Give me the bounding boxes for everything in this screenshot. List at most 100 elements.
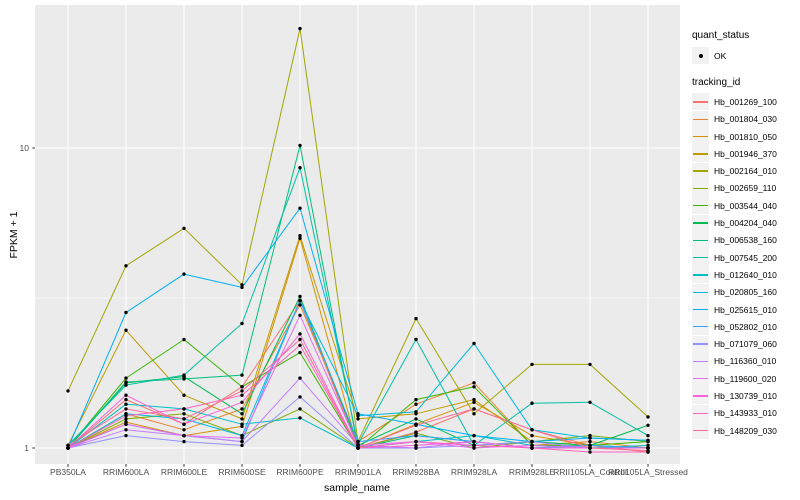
data-point <box>588 439 592 444</box>
data-point <box>240 393 244 397</box>
data-point <box>66 443 70 448</box>
legend-key-swatch <box>692 231 709 249</box>
data-point <box>530 446 534 450</box>
data-point <box>298 303 302 307</box>
legend-line-icon <box>693 291 708 293</box>
legend-label: Hb_001269_100 <box>714 96 777 107</box>
legend-line-icon <box>693 239 708 241</box>
data-point <box>240 436 244 440</box>
data-point <box>240 407 244 411</box>
data-point <box>298 298 302 303</box>
data-point <box>124 397 128 402</box>
legend-key-swatch <box>692 370 709 388</box>
legend-line-icon <box>693 222 708 224</box>
data-point <box>240 417 244 421</box>
legend-label: Hb_003544_040 <box>714 200 777 211</box>
data-point <box>182 422 186 426</box>
legend-key-swatch <box>692 283 709 301</box>
legend-item: Hb_119600_020 <box>692 370 800 388</box>
legend-item: Hb_002164_010 <box>692 162 800 180</box>
legend-line-icon <box>693 326 708 328</box>
legend-label: Hb_001946_370 <box>714 148 777 159</box>
data-point <box>182 428 186 432</box>
data-point <box>124 433 128 438</box>
legend-item: Hb_004204_040 <box>692 214 800 232</box>
legend-key-swatch <box>692 335 709 353</box>
legend-item: Hb_148209_030 <box>692 422 800 440</box>
data-point <box>646 443 650 448</box>
data-point <box>298 236 302 240</box>
legend-item: Hb_143933_010 <box>692 404 800 422</box>
data-point <box>182 226 186 230</box>
data-point <box>298 313 302 317</box>
legend-item: Hb_007545_200 <box>692 249 800 267</box>
data-point <box>414 337 418 342</box>
legend-item: Hb_052802_010 <box>692 318 800 336</box>
data-point <box>530 401 534 405</box>
data-point <box>240 389 244 393</box>
legend-line-icon <box>693 412 708 414</box>
legend-key-swatch <box>692 197 709 215</box>
data-point <box>414 443 418 448</box>
legend-line-icon <box>693 377 708 380</box>
legend-line-icon <box>693 343 708 345</box>
legend-label: Hb_004204_040 <box>714 218 777 229</box>
x-tick-label: RRII105LA_Control <box>553 467 627 477</box>
data-point <box>298 143 302 148</box>
data-point <box>298 294 302 299</box>
data-point <box>472 412 476 416</box>
data-point <box>182 337 186 342</box>
data-point <box>646 448 650 453</box>
data-point <box>298 234 302 238</box>
data-point <box>472 381 476 385</box>
data-point <box>124 393 128 397</box>
data-point <box>588 436 592 440</box>
data-point <box>414 397 418 402</box>
data-point <box>124 310 128 315</box>
legend-label: Hb_007545_200 <box>714 252 777 263</box>
legend-item-ok: OK <box>692 47 800 65</box>
data-point <box>124 414 128 418</box>
x-tick-label: PB350LA <box>50 467 86 477</box>
y-tick-label: 1 <box>24 443 29 453</box>
x-tick-label: RRIM928LE <box>509 467 556 477</box>
data-point <box>182 433 186 438</box>
data-point <box>472 397 476 402</box>
data-point <box>472 385 476 389</box>
legend-label: Hb_025615_010 <box>714 304 777 315</box>
data-point <box>240 373 244 377</box>
data-point <box>530 362 534 367</box>
data-point <box>414 316 418 321</box>
legend-key-swatch <box>692 387 709 405</box>
legend-key-swatch <box>692 145 709 163</box>
legend-key-swatch <box>692 162 709 180</box>
x-tick-label: RRII105LA_Stressed <box>608 467 688 477</box>
legend-key-swatch <box>692 179 709 197</box>
data-point <box>414 439 418 444</box>
data-point <box>124 264 128 268</box>
legend-label: Hb_130739_010 <box>714 390 777 401</box>
data-point <box>124 428 128 432</box>
data-point <box>414 410 418 414</box>
legend-key-swatch <box>692 93 709 111</box>
legend-item: Hb_025615_010 <box>692 301 800 318</box>
data-point <box>298 407 302 411</box>
legend-item: Hb_002659_110 <box>692 179 800 197</box>
x-axis-title: sample_name <box>324 482 390 494</box>
data-point <box>530 428 534 432</box>
data-point <box>588 450 592 454</box>
data-point <box>240 443 244 448</box>
data-point <box>298 26 302 31</box>
data-point <box>124 422 128 426</box>
data-point <box>124 376 128 380</box>
y-axis-title: FPKM + 1 <box>8 211 20 259</box>
ok-point-icon <box>692 47 709 65</box>
legend-item: Hb_071079_060 <box>692 335 800 353</box>
legend-line-icon <box>693 205 708 207</box>
data-point <box>414 446 418 450</box>
data-point <box>124 328 128 332</box>
legend-line-icon <box>693 118 708 120</box>
data-point <box>240 433 244 438</box>
data-point <box>356 417 360 421</box>
